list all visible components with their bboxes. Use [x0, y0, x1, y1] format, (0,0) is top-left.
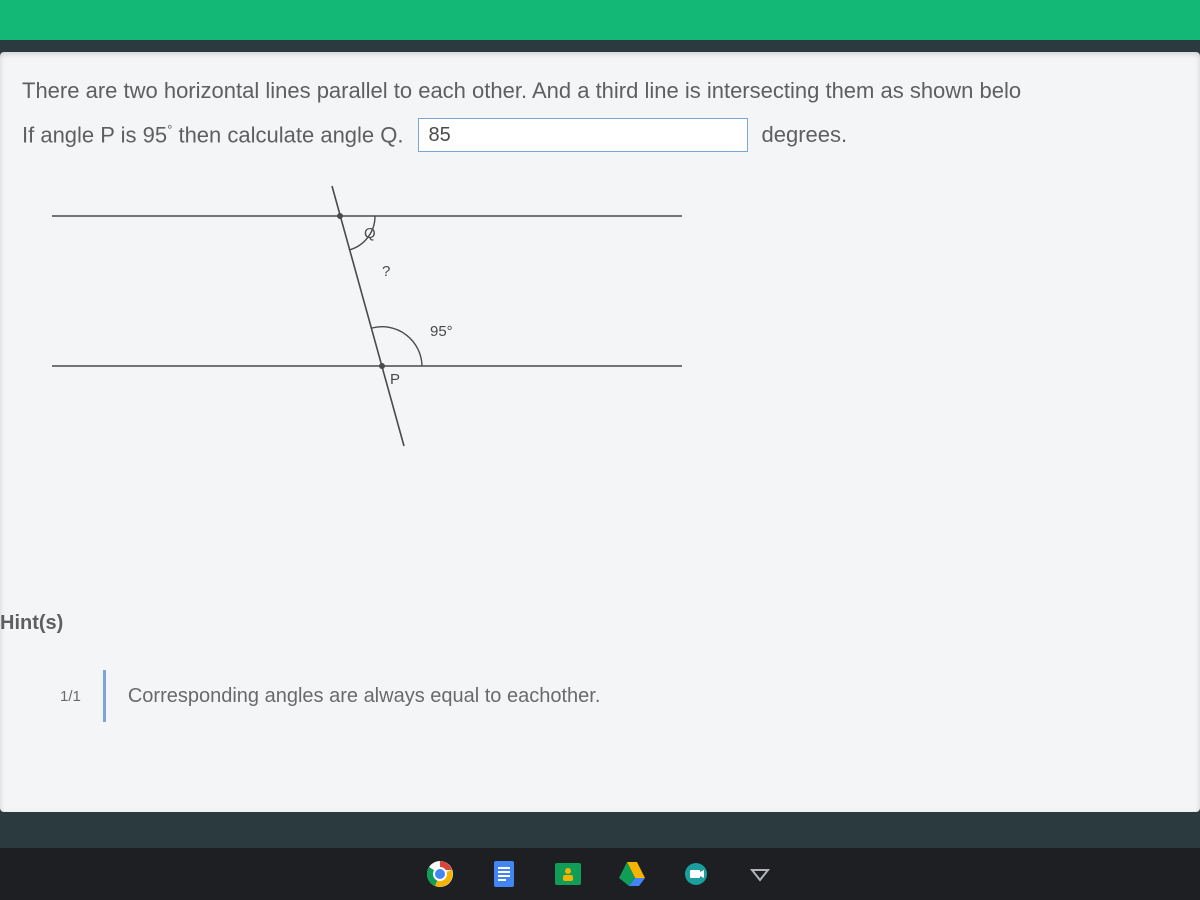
answer-input[interactable]: [418, 118, 748, 152]
chrome-icon[interactable]: [423, 857, 457, 891]
arrow-down-icon[interactable]: [743, 857, 777, 891]
label-p: P: [390, 371, 400, 388]
diagram-svg: Q ? 95° P: [42, 176, 702, 476]
question-card: There are two horizontal lines parallel …: [0, 52, 1200, 812]
classroom-icon[interactable]: [551, 857, 585, 891]
question-text-line1: There are two horizontal lines parallel …: [22, 78, 1178, 104]
drive-icon[interactable]: [615, 857, 649, 891]
hint-page-counter: 1/1: [60, 688, 81, 705]
unit-label: degrees.: [762, 122, 848, 148]
camera-icon[interactable]: [679, 857, 713, 891]
label-unknown: ?: [382, 263, 390, 280]
label-angle-p: 95°: [430, 323, 453, 340]
geometry-diagram: Q ? 95° P: [42, 176, 702, 476]
hint-divider: [103, 670, 106, 722]
hint-text: Corresponding angles are always equal to…: [128, 685, 601, 708]
header-bar: [0, 0, 1200, 40]
taskbar: [0, 848, 1200, 900]
hint-row: 1/1 Corresponding angles are always equa…: [60, 670, 600, 722]
label-q: Q: [364, 225, 376, 242]
docs-icon[interactable]: [487, 857, 521, 891]
point-q: [337, 213, 343, 219]
question-prefix: If angle P is 95° then calculate angle Q…: [22, 122, 404, 148]
point-p: [379, 363, 385, 369]
hints-heading: Hint(s): [0, 612, 63, 635]
question-text-line2: If angle P is 95° then calculate angle Q…: [22, 118, 1178, 152]
